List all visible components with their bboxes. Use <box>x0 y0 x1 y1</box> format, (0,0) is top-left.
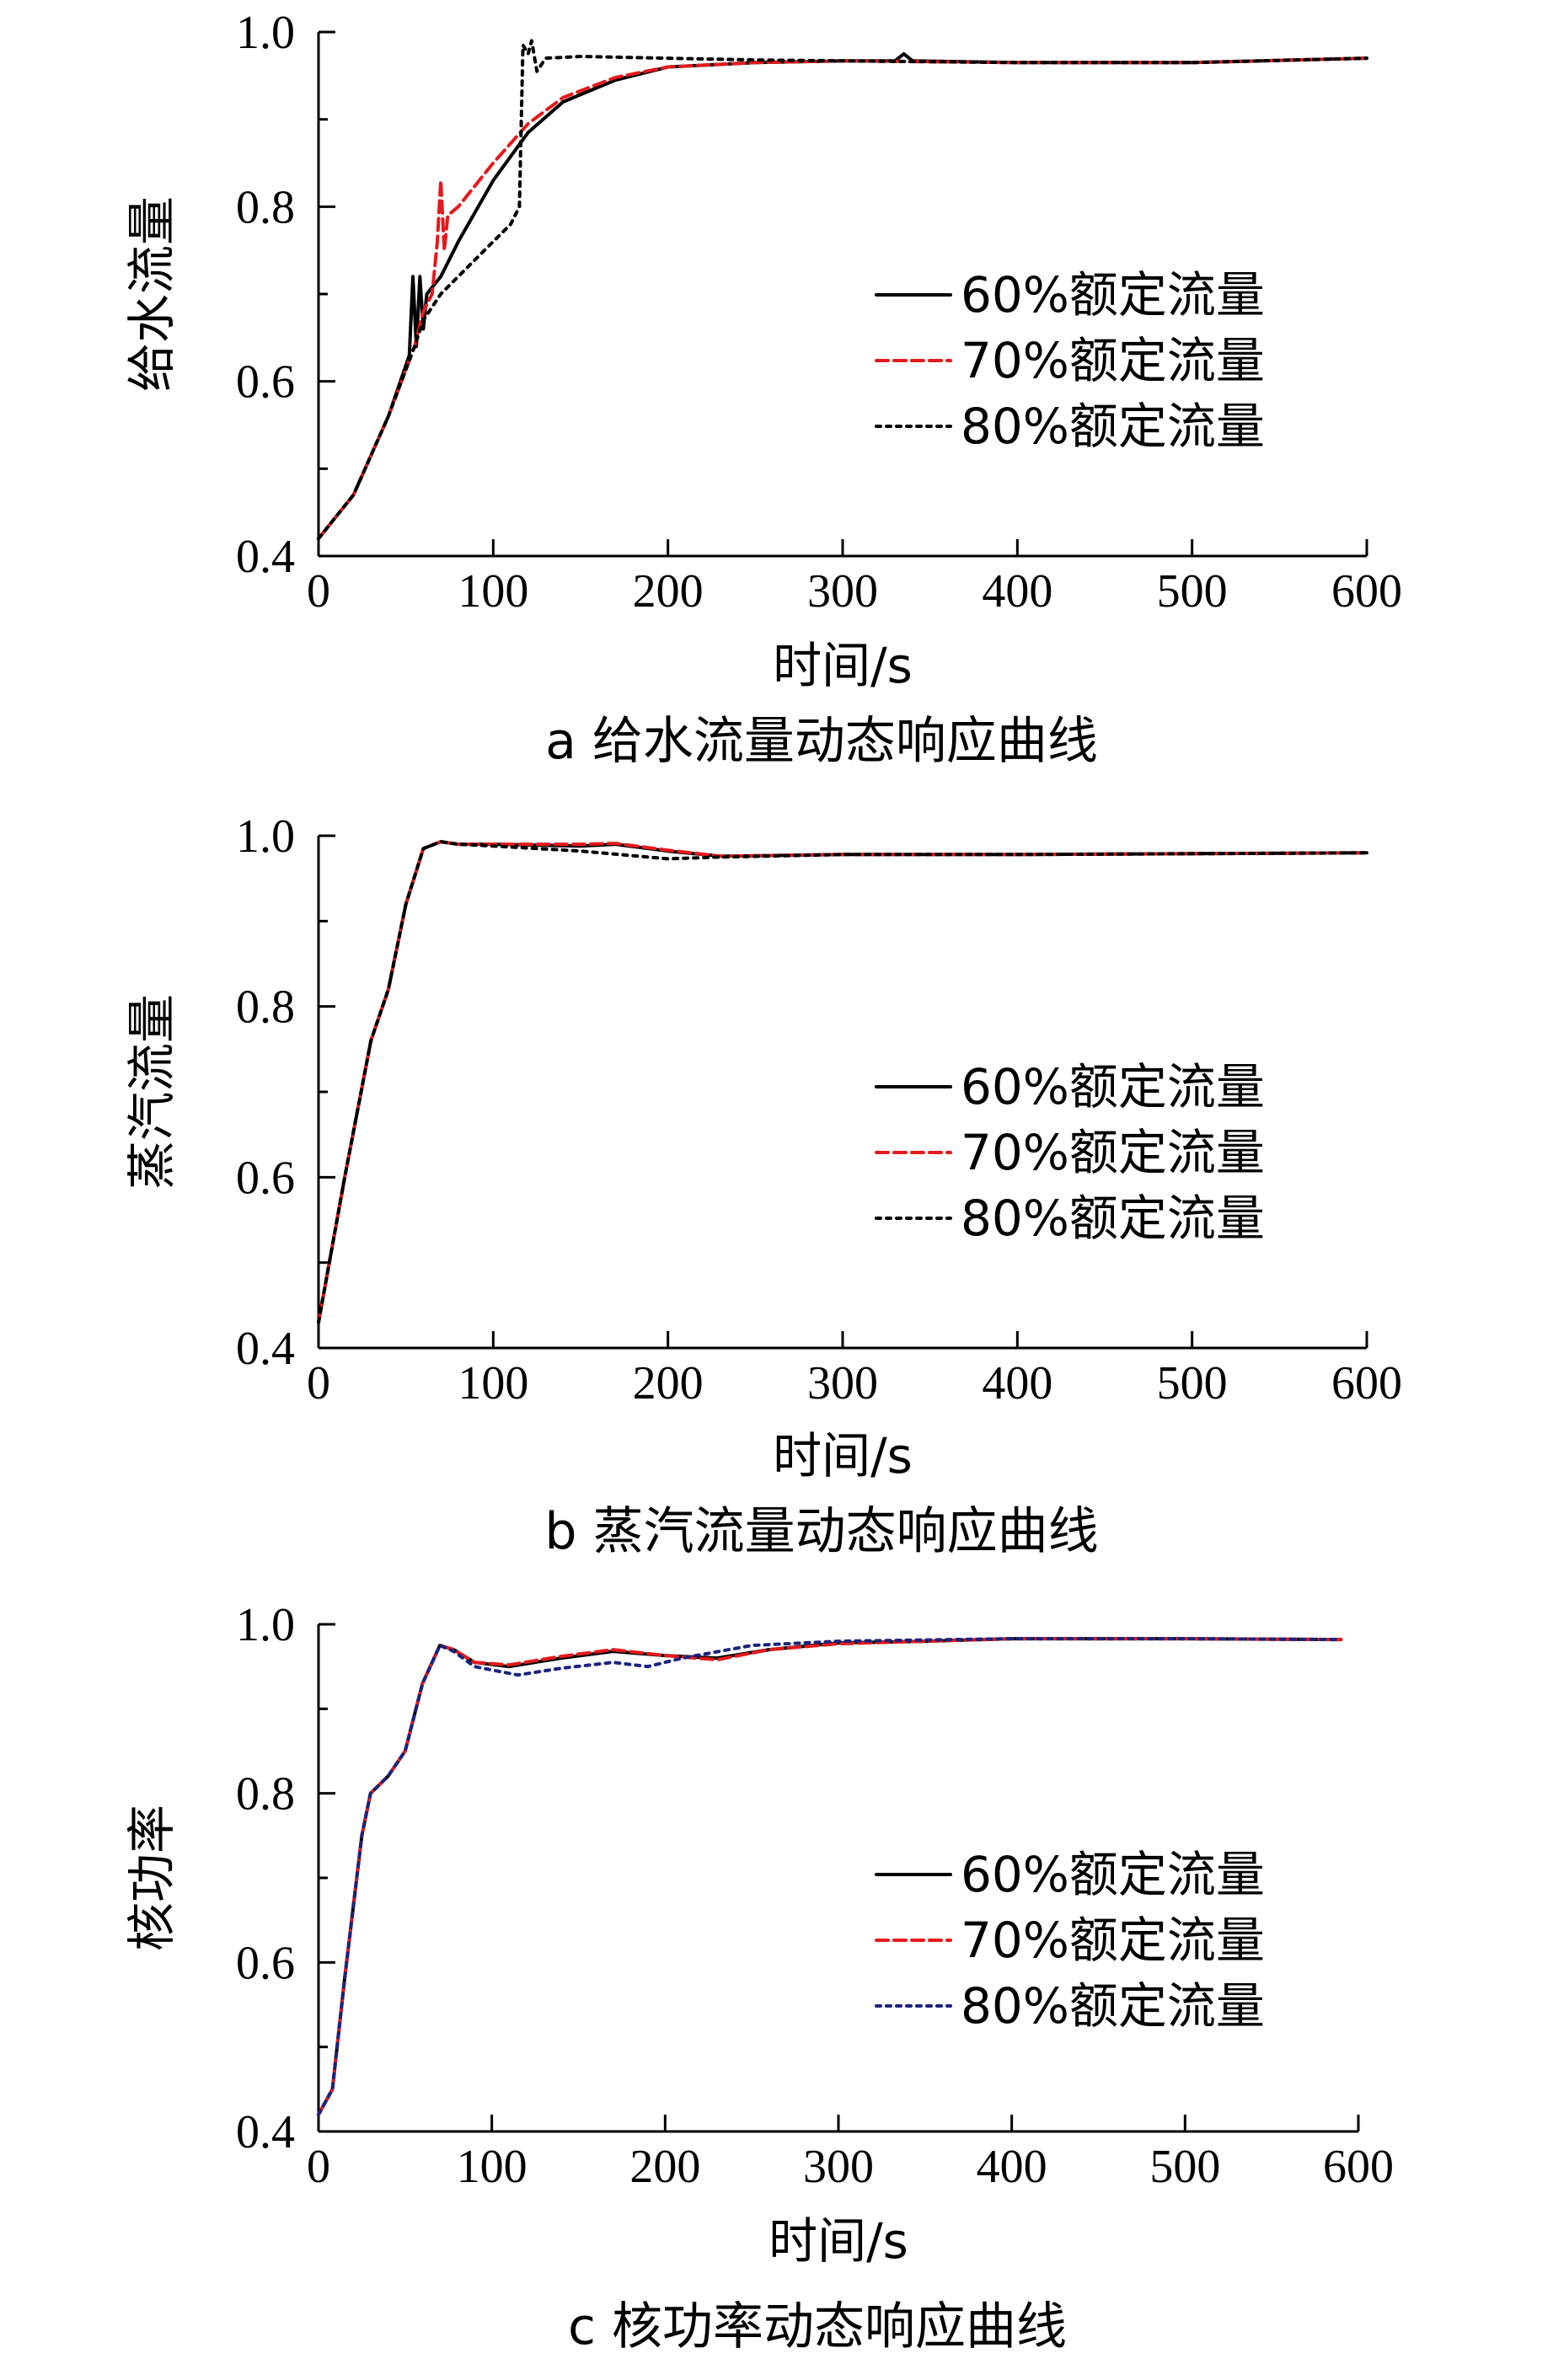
y-axis-title: 蒸汽流量 <box>123 994 180 1190</box>
legend-label-1: 70%额定流量 <box>961 1124 1265 1181</box>
y-tick-label: 0.6 <box>236 1152 295 1204</box>
x-tick-label: 0 <box>307 1357 330 1409</box>
y-tick-label: 0.4 <box>236 531 295 583</box>
series-line-2 <box>317 39 1368 541</box>
chart-panel-2: 0 100 200 300 400 500 600 0.4 0.6 0.8 1.0 时间/s 核功率 c … <box>123 1599 1394 2356</box>
x-tick-label: 100 <box>458 1357 528 1409</box>
x-tick-label: 400 <box>982 1357 1052 1409</box>
legend-label-2: 80%额定流量 <box>961 1977 1265 2035</box>
legend-label-0: 60%额定流量 <box>961 266 1265 324</box>
x-tick-label: 200 <box>629 2141 700 2193</box>
x-tick-label: 500 <box>1149 2141 1220 2193</box>
y-tick-label: 0.8 <box>236 1768 295 1821</box>
x-tick-label: 600 <box>1331 565 1402 618</box>
x-tick-label: 500 <box>1157 1357 1228 1409</box>
legend-label-2: 80%额定流量 <box>961 398 1265 455</box>
x-tick-label: 100 <box>458 565 528 618</box>
legend-label-2: 80%额定流量 <box>961 1190 1265 1247</box>
y-axis-title: 给水流量 <box>123 196 180 392</box>
x-axis-title: 时间/s <box>773 637 913 694</box>
x-tick-label: 300 <box>807 1357 878 1409</box>
y-tick-label: 0.4 <box>236 2106 295 2158</box>
legend-label-0: 60%额定流量 <box>961 1846 1265 1903</box>
x-axis-title: 时间/s <box>773 1427 913 1484</box>
x-tick-label: 500 <box>1157 565 1228 618</box>
y-tick-label: 0.4 <box>236 1323 295 1375</box>
series-line-2 <box>317 1637 1343 2116</box>
y-tick-label: 1.0 <box>236 1599 295 1651</box>
x-tick-label: 600 <box>1323 2141 1394 2193</box>
series-line-0 <box>317 51 1368 541</box>
chart-panel-0: 0 100 200 300 400 500 600 0.4 0.6 0.8 1.0 时间/s 给水流量 a… <box>123 7 1402 771</box>
x-tick-label: 300 <box>803 2141 874 2193</box>
y-tick-label: 0.8 <box>236 181 295 233</box>
x-tick-label: 0 <box>307 565 330 618</box>
x-tick-label: 400 <box>977 2141 1047 2193</box>
x-tick-label: 0 <box>307 2141 330 2193</box>
legend-label-1: 70%额定流量 <box>961 1912 1265 1969</box>
x-tick-label: 300 <box>807 565 878 618</box>
legend-label-0: 60%额定流量 <box>961 1058 1265 1115</box>
legend-label-1: 70%额定流量 <box>961 332 1265 389</box>
chart-panel-1: 0 100 200 300 400 500 600 0.4 0.6 0.8 1.0 时间/s 蒸汽流量 b… <box>123 810 1402 1561</box>
x-tick-label: 100 <box>457 2141 527 2193</box>
y-tick-label: 0.6 <box>236 1937 295 1989</box>
panel-caption: b 蒸汽流量动态响应曲线 <box>544 1502 1098 1561</box>
y-tick-label: 1.0 <box>236 7 295 59</box>
y-tick-label: 0.6 <box>236 356 295 409</box>
y-tick-label: 1.0 <box>236 810 295 863</box>
panel-caption: a 给水流量动态响应曲线 <box>545 712 1098 771</box>
y-tick-label: 0.8 <box>236 981 295 1034</box>
y-axis-title: 核功率 <box>123 1805 180 1951</box>
x-tick-label: 200 <box>633 565 704 618</box>
x-tick-label: 600 <box>1331 1357 1402 1409</box>
panel-caption: c 核功率动态响应曲线 <box>568 2297 1067 2356</box>
x-tick-label: 200 <box>633 1357 704 1409</box>
x-axis-title: 时间/s <box>768 2212 908 2270</box>
x-tick-label: 400 <box>982 565 1052 618</box>
series-line-2 <box>317 840 1368 1324</box>
